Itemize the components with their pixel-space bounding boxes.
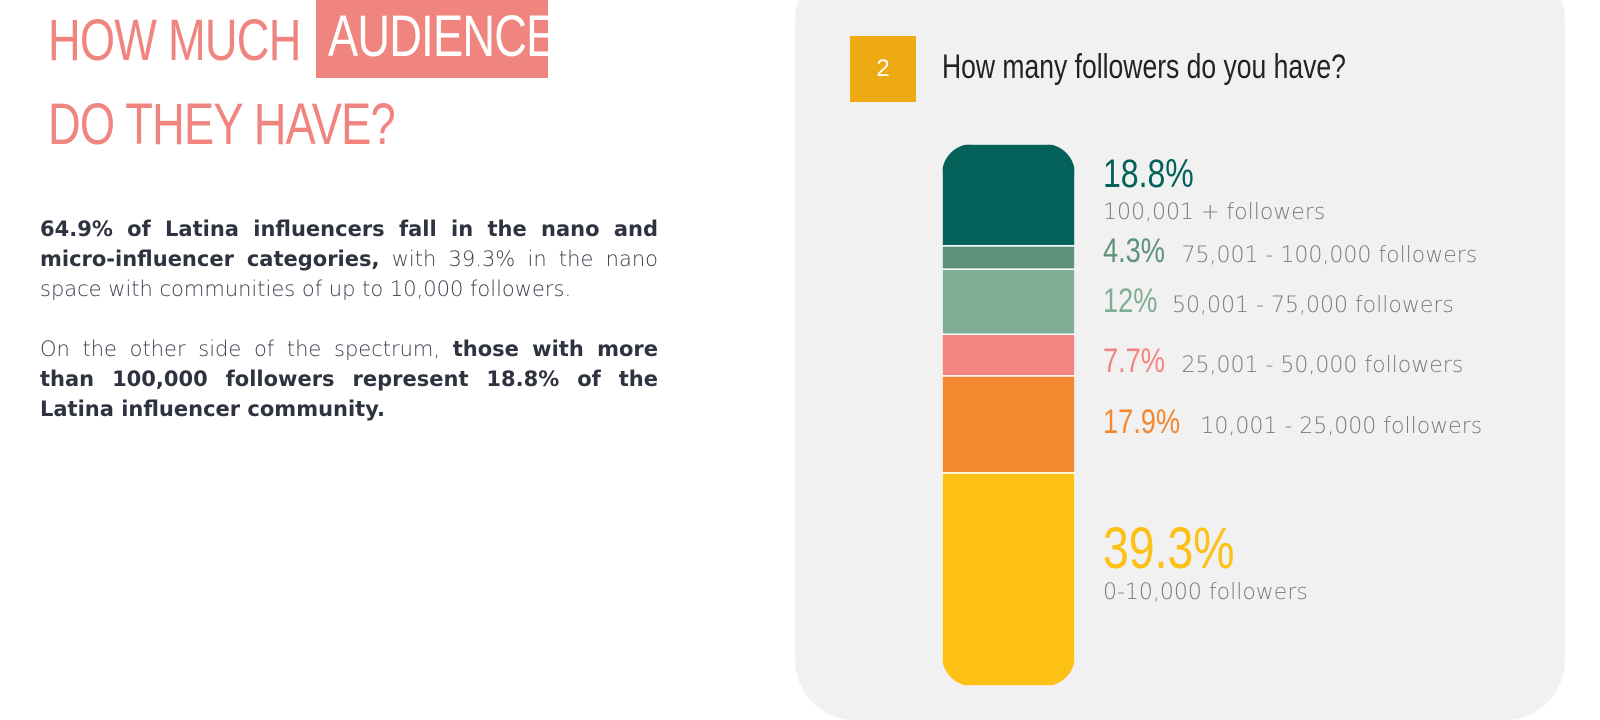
intro-paragraph: 64.9% of Latina influencers fall in the …: [40, 214, 658, 304]
bar-segment-0: [942, 144, 1075, 247]
legend-value-1: 4.3%: [1103, 232, 1165, 270]
headline-line1: HOW MUCH: [48, 8, 301, 73]
question-title: How many followers do you have?: [942, 48, 1346, 86]
headline-highlight-box: AUDIENCE: [316, 0, 556, 78]
bar-segment-1: [942, 245, 1075, 270]
question-number-badge: 2: [850, 36, 916, 102]
legend-category-0: 100,001 + followers: [1103, 200, 1326, 225]
legend-category-1: 75,001 - 100,000 followers: [1174, 243, 1478, 268]
bar-segment-3: [942, 333, 1075, 377]
legend-row-2: 12% 50,001 - 75,000 followers: [1103, 282, 1454, 321]
spectrum-bold-text: those with more than 100,000 followers r…: [40, 337, 658, 421]
intro-normal-text: with 39.3% in the nano space with commun…: [40, 247, 658, 301]
legend-category-5: 0-10,000 followers: [1103, 580, 1308, 605]
legend-category-3: 25,001 - 50,000 followers: [1174, 353, 1464, 378]
intro-bold-text: 64.9% of Latina influencers fall in the …: [40, 217, 658, 271]
legend-value-2: 12%: [1103, 282, 1158, 320]
legend-category-4: 10,001 - 25,000 followers: [1193, 414, 1483, 439]
headline-highlight: AUDIENCE: [328, 4, 556, 69]
bar-segment-2: [942, 268, 1075, 335]
legend-category-2: 50,001 - 75,000 followers: [1165, 293, 1454, 318]
legend-value-0: 18.8%: [1103, 152, 1194, 196]
bar-segment-5: [942, 472, 1075, 686]
legend-value-3: 7.7%: [1103, 342, 1165, 380]
spectrum-normal-text: On the other side of the spectrum,: [40, 337, 453, 361]
bar-segment-4: [942, 375, 1075, 474]
legend-value-5: 39.3%: [1103, 516, 1235, 581]
legend-pct-0: 18.8%: [1103, 152, 1216, 197]
legend-value-4: 17.9%: [1103, 403, 1181, 441]
spectrum-paragraph: On the other side of the spectrum, those…: [40, 334, 658, 424]
headline-line2: DO THEY HAVE?: [48, 92, 396, 157]
legend-pct-5: 39.3%: [1103, 515, 1267, 582]
legend-row-4: 17.9% 10,001 - 25,000 followers: [1103, 403, 1482, 442]
legend-row-1: 4.3% 75,001 - 100,000 followers: [1103, 232, 1477, 271]
legend-row-3: 7.7% 25,001 - 50,000 followers: [1103, 342, 1463, 381]
chart-panel: [795, 0, 1565, 720]
stacked-bar-chart: [942, 144, 1075, 686]
